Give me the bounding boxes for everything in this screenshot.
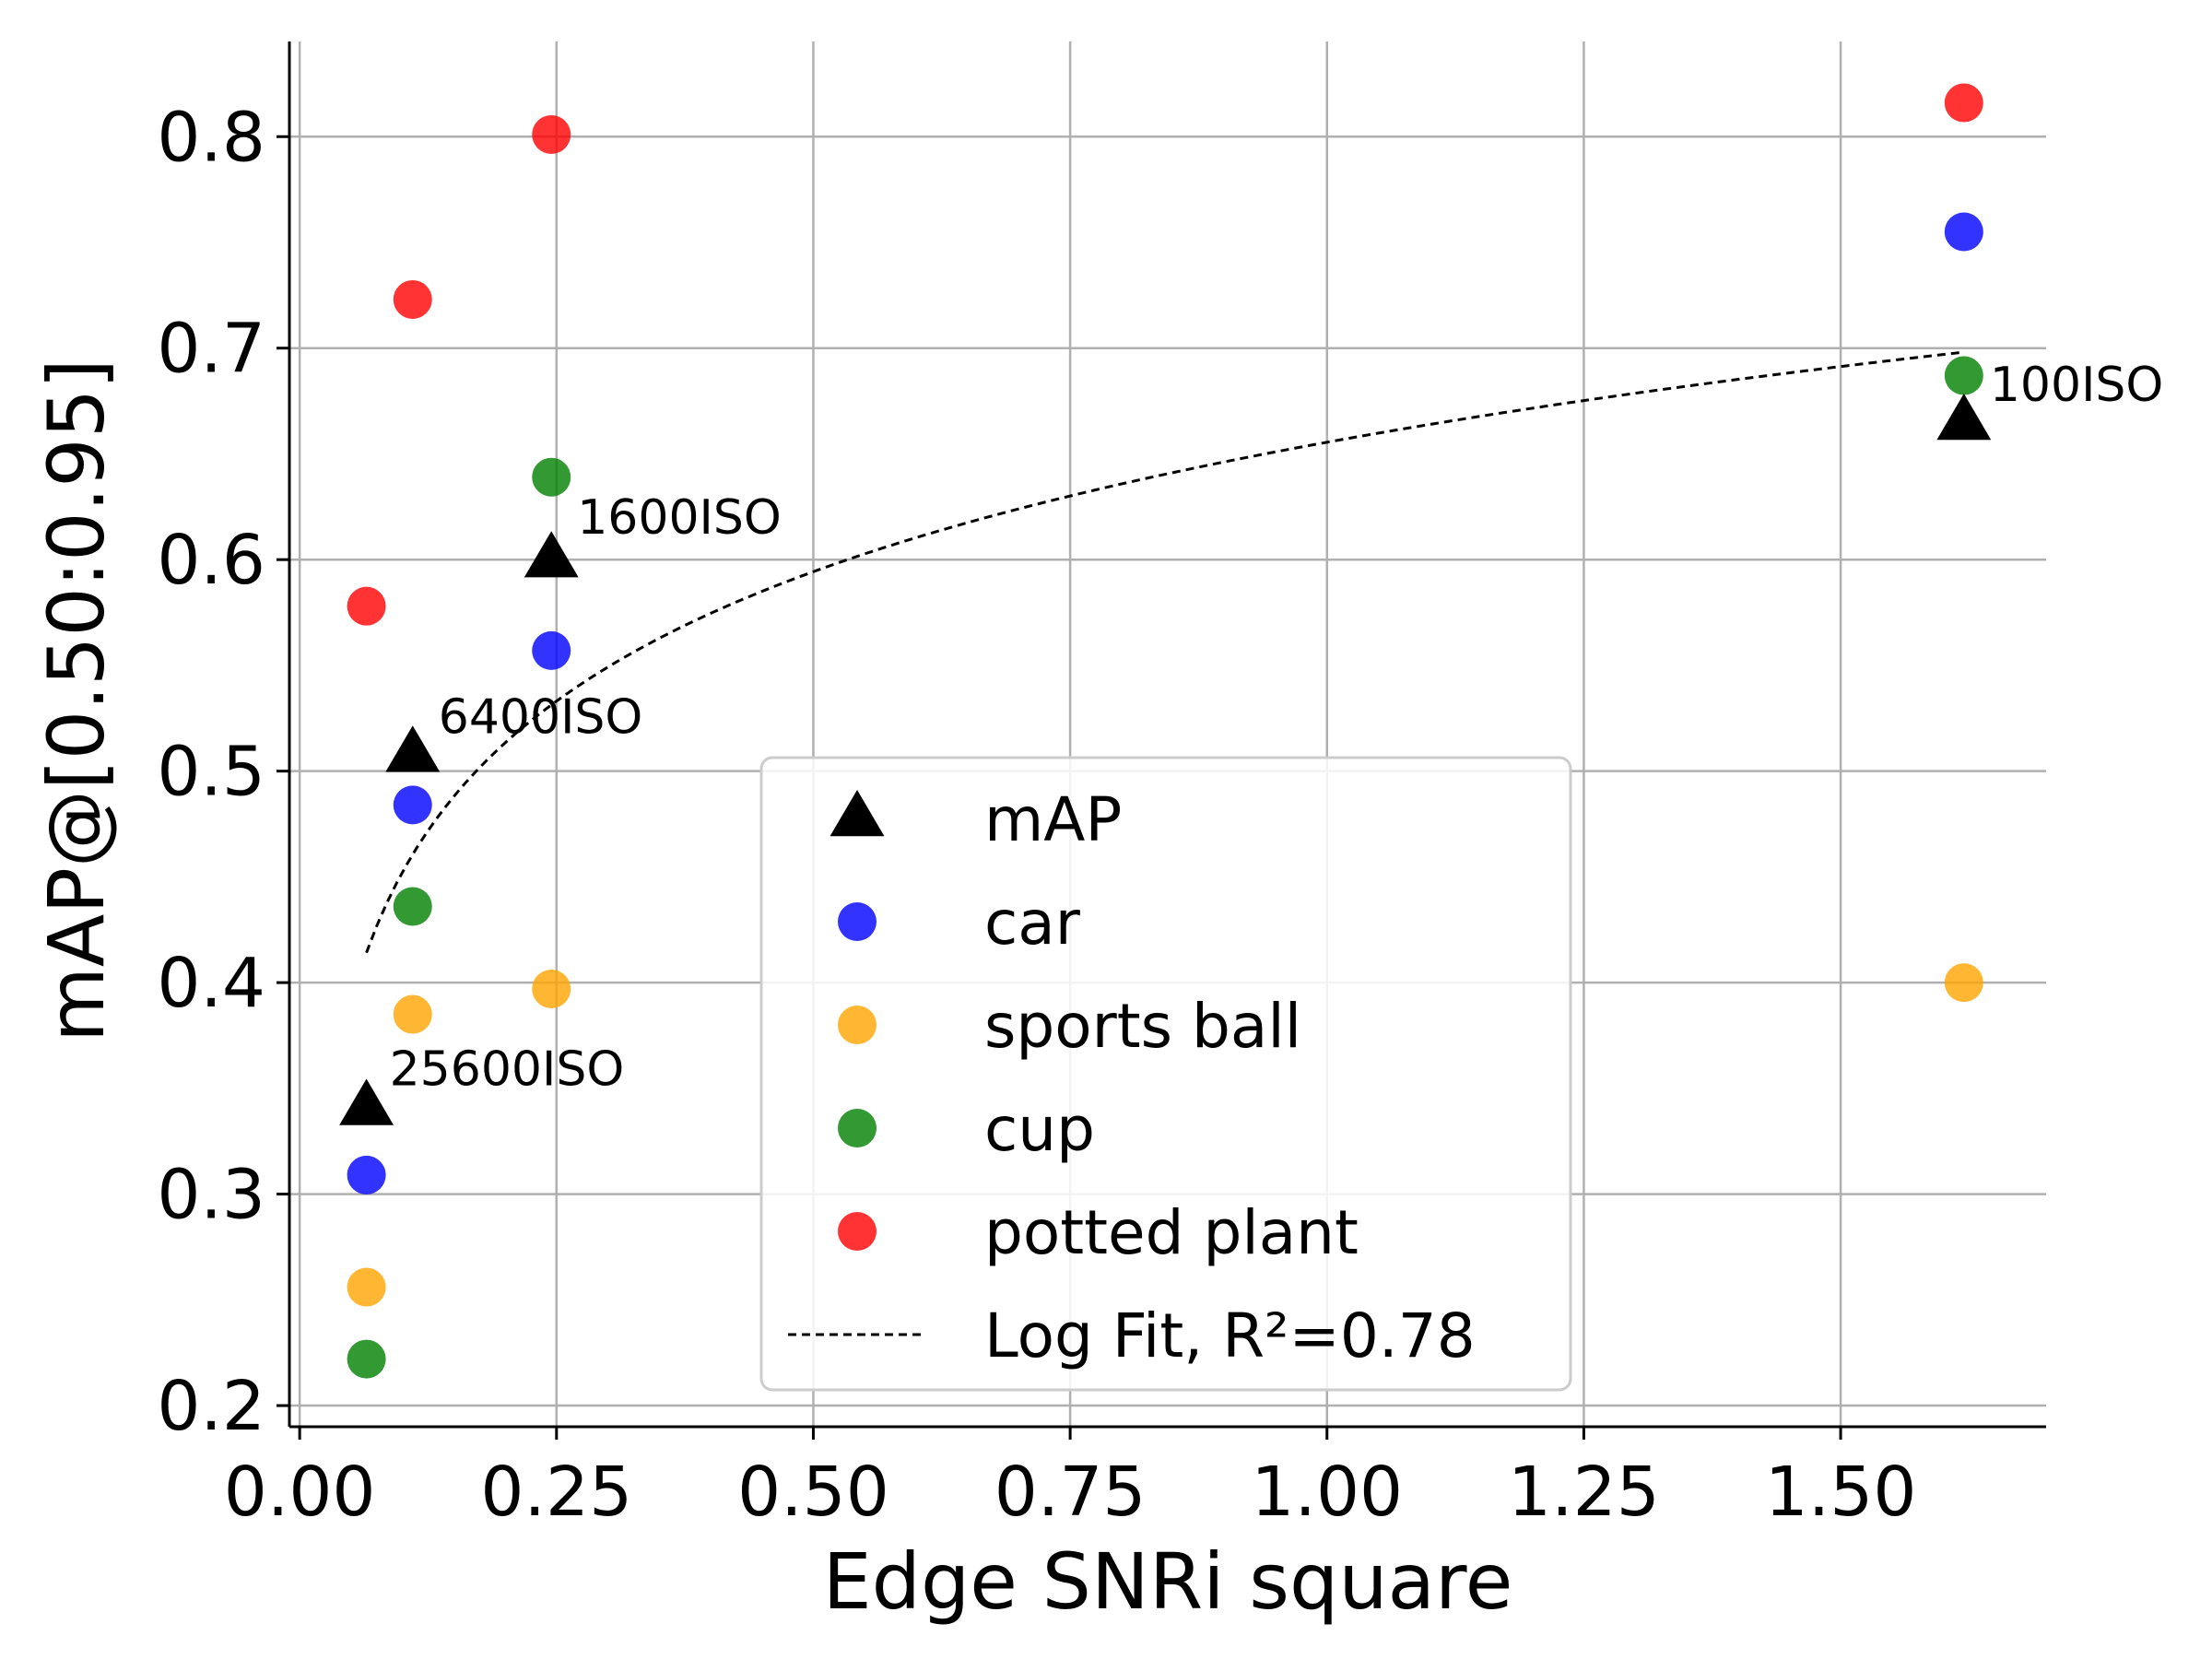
- data-points: [339, 83, 1992, 1379]
- legend-frame: [759, 756, 1572, 1392]
- legend-marker-sports-ball: [838, 1006, 877, 1044]
- potted-plant-point: [347, 586, 386, 626]
- legend-marker-cup: [838, 1109, 877, 1147]
- iso-annotation: 1600ISO: [577, 490, 782, 546]
- cup-point: [532, 457, 571, 497]
- x-tick-label: 0.25: [480, 1453, 632, 1532]
- sports-ball-point: [347, 1267, 386, 1307]
- y-tick-label: 0.5: [157, 733, 265, 812]
- y-tick-label: 0.3: [157, 1156, 265, 1235]
- y-tick-label: 0.4: [157, 944, 265, 1023]
- cup-point: [393, 887, 432, 926]
- legend-label-map: mAP: [984, 784, 1122, 855]
- legend-marker-car: [838, 902, 877, 941]
- x-ticks: 0.00 0.25 0.50 0.75 1.00 1.25 1.50: [224, 1427, 1917, 1532]
- iso-annotation: 100ISO: [1990, 358, 2164, 413]
- legend-label-sports-ball: sports ball: [984, 991, 1301, 1062]
- x-axis-label: Edge SNRi square: [823, 1536, 1513, 1627]
- fit-layer: [365, 350, 1964, 954]
- annotations: 25600ISO 6400ISO 1600ISO 100ISO: [390, 358, 2164, 1097]
- legend-marker-map: [830, 790, 885, 837]
- map-point: [1936, 394, 1992, 441]
- legend-label-potted-plant: potted plant: [984, 1197, 1359, 1268]
- cup-point: [1944, 356, 1983, 395]
- log-fit-line: [365, 350, 1964, 954]
- legend-marker-potted-plant: [838, 1212, 877, 1251]
- y-tick-label: 0.6: [157, 521, 265, 600]
- car-point: [1944, 212, 1983, 252]
- axes: [288, 41, 2046, 1429]
- sports-ball-point: [1944, 963, 1983, 1003]
- x-tick-label: 1.50: [1765, 1453, 1917, 1532]
- y-ticks: 0.2 0.3 0.4 0.5 0.6 0.7 0.8: [157, 98, 289, 1446]
- sports-ball-point: [532, 970, 571, 1009]
- cup-point: [347, 1339, 386, 1379]
- x-tick-label: 0.00: [224, 1453, 376, 1532]
- legend-label-car: car: [984, 888, 1081, 959]
- x-tick-label: 0.50: [737, 1453, 889, 1532]
- iso-annotation: 6400ISO: [439, 689, 643, 745]
- car-point: [347, 1155, 386, 1194]
- car-point: [532, 630, 571, 670]
- y-axis-label: mAP@[0.50:0.95]: [31, 359, 122, 1042]
- car-point: [393, 785, 432, 825]
- y-tick-label: 0.2: [157, 1367, 265, 1446]
- map-point: [339, 1078, 394, 1125]
- legend-label-cup: cup: [984, 1094, 1095, 1165]
- potted-plant-point: [1944, 83, 1983, 123]
- y-tick-label: 0.7: [157, 310, 265, 389]
- map-point: [385, 725, 441, 772]
- x-tick-label: 1.00: [1251, 1453, 1403, 1532]
- legend: mAP car sports ball cup potted plant Log Fit,…: [759, 756, 1572, 1392]
- iso-annotation: 25600ISO: [390, 1042, 625, 1098]
- sports-ball-point: [393, 994, 432, 1034]
- map-point: [524, 531, 579, 578]
- x-tick-label: 0.75: [994, 1453, 1147, 1532]
- x-tick-label: 1.25: [1508, 1453, 1660, 1532]
- legend-label-log-fit-r-0-78: Log Fit, R²=0.78: [984, 1300, 1476, 1371]
- y-tick-label: 0.8: [157, 98, 265, 177]
- grid: [289, 41, 2046, 1427]
- potted-plant-point: [393, 279, 432, 319]
- potted-plant-point: [532, 114, 571, 154]
